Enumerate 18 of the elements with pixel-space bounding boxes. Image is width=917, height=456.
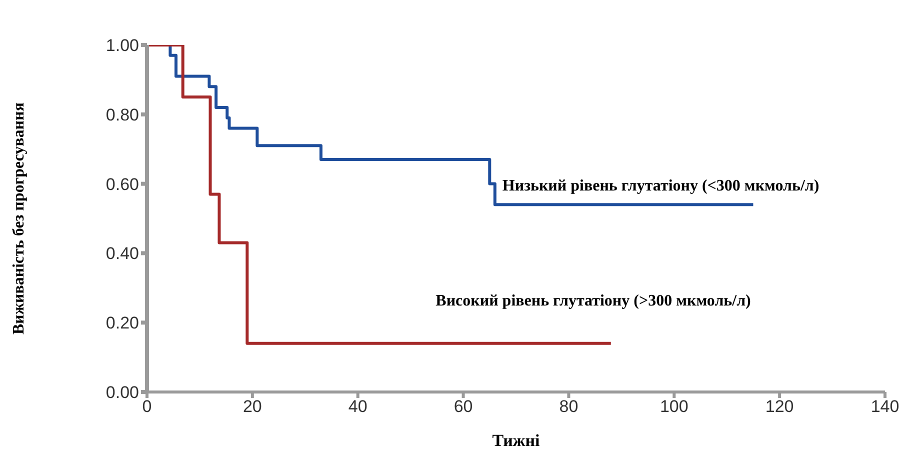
x-axis-title: Тижні xyxy=(492,431,540,450)
y-axis-title: Виживаність без прогресування xyxy=(10,102,28,334)
x-tick-label: 80 xyxy=(559,397,578,416)
x-tick-label: 0 xyxy=(142,397,152,416)
y-tick-label: 0.40 xyxy=(106,244,139,264)
y-tick-label: 1.00 xyxy=(106,36,139,56)
x-tick-label: 120 xyxy=(765,397,794,416)
y-tick-label: 0.00 xyxy=(106,383,139,402)
x-tick-label: 60 xyxy=(454,397,473,416)
y-tick-label: 0.80 xyxy=(106,105,139,124)
text: Високий рівень глутатіону (>300 мкмоль/л) xyxy=(436,292,751,310)
x-tick-label: 140 xyxy=(870,397,900,416)
y-tick-label: 0.60 xyxy=(106,174,139,194)
series-label: Низький рівень глутатіону (<300 мкмоль/л) xyxy=(502,178,820,195)
x-tick-label: 100 xyxy=(660,397,688,416)
y-tick-label: 0.20 xyxy=(106,314,139,333)
x-tick-label: 40 xyxy=(348,397,368,416)
x-tick-label: 20 xyxy=(242,397,262,416)
